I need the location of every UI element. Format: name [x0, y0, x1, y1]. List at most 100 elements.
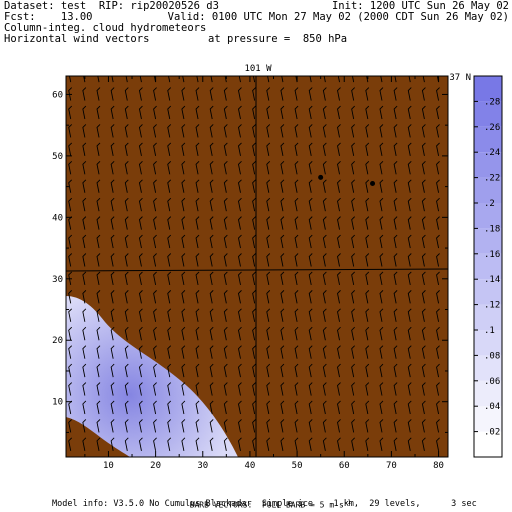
wind-barb [393, 87, 398, 101]
wind-barb [138, 197, 143, 212]
wind-barb [252, 234, 256, 249]
wind-barb [238, 142, 242, 156]
wind-barb [379, 197, 384, 212]
wind-barb [266, 234, 271, 249]
wind-barb [421, 308, 426, 322]
wind-barb [379, 234, 384, 249]
wind-barb [238, 290, 242, 304]
wind-barb [167, 105, 172, 120]
wind-barb [421, 400, 426, 415]
wind-barb [195, 234, 200, 249]
wind-barb [238, 87, 242, 101]
wind-barb [337, 142, 341, 156]
wind-barb [393, 179, 398, 193]
wind-barb [110, 253, 115, 267]
x-tick-label: 70 [386, 461, 397, 471]
wind-barb [209, 290, 214, 304]
barb-legend: BARB VECTORS: FULL BARB = 5 m s-1 [180, 490, 351, 510]
wind-barb [266, 124, 271, 138]
wind-barb [294, 216, 299, 230]
wind-barb [407, 161, 412, 175]
wind-barb [266, 290, 271, 304]
wind-barb [167, 382, 172, 396]
wind-barb [82, 234, 87, 249]
y-tick-label: 60 [52, 90, 63, 100]
wind-barb [223, 419, 228, 433]
wind-barb [337, 234, 341, 249]
wind-barb [68, 197, 73, 212]
wind-barb [322, 326, 327, 341]
wind-barb [110, 179, 115, 193]
wind-barb [266, 197, 271, 212]
wind-barb [167, 419, 172, 433]
wind-barb [280, 400, 285, 415]
wind-barb [379, 326, 384, 341]
wind-barb [238, 161, 242, 175]
colorbar-swatch [474, 304, 502, 330]
wind-barb [421, 419, 426, 433]
colorbar-swatch [474, 380, 502, 407]
colorbar-swatch [474, 355, 502, 381]
wind-barb [96, 234, 101, 249]
wind-barb [82, 87, 87, 101]
wind-barb [96, 87, 101, 101]
wind-barb [294, 197, 299, 212]
wind-barb [252, 290, 256, 304]
wind-barb [407, 345, 412, 359]
colorbar-swatch [474, 76, 502, 102]
wind-barb [181, 437, 186, 451]
wind-barb [82, 161, 87, 175]
wind-barb [365, 124, 370, 138]
wind-barb [153, 326, 157, 341]
wind-barb [238, 271, 242, 286]
x-tick-label: 10 [103, 461, 114, 471]
x-tick-label: 80 [433, 461, 444, 471]
wind-barb [195, 105, 200, 120]
wind-barb [308, 308, 313, 322]
wind-barb [68, 437, 73, 451]
wind-barb [351, 161, 355, 175]
colorbar-frame [473, 75, 503, 458]
wind-barb [238, 76, 241, 83]
wind-barb [96, 290, 101, 304]
wind-barb [266, 216, 271, 230]
model-info: Model info: V3.5.0 No Cumulus Blackadar … [52, 499, 477, 509]
wind-barb [322, 87, 327, 101]
wind-barb [365, 179, 370, 193]
wind-barb [252, 216, 256, 230]
colorbar-tick-label: .28 [484, 97, 500, 107]
wind-barb [322, 234, 327, 249]
wind-barb [379, 161, 384, 175]
colorbar-swatch [474, 431, 502, 457]
wind-barb [96, 419, 101, 433]
wind-barb [351, 124, 355, 138]
wind-barb [68, 87, 73, 101]
wind-barb [252, 197, 256, 212]
wind-barb [82, 363, 87, 378]
wind-barb [167, 253, 172, 267]
dataset-label: Dataset: test RIP: rip20020526 d3 [4, 0, 219, 12]
wind-barb [96, 161, 101, 175]
meridian-label: 101 W [244, 64, 272, 74]
wind-barb [351, 87, 355, 101]
wind-barb [110, 105, 115, 120]
wind-barb [379, 142, 384, 156]
wind-barb [308, 124, 313, 138]
wind-barb [266, 271, 271, 286]
wind-barb [96, 326, 101, 341]
wind-barb [308, 437, 313, 451]
wind-barb [110, 161, 115, 175]
wind-barb [337, 105, 341, 120]
wind-barb [294, 290, 299, 304]
wind-barb [393, 197, 398, 212]
wind-barb [96, 345, 101, 359]
x-tick-label: 30 [197, 461, 208, 471]
wind-barb [407, 363, 412, 378]
wind-barb [351, 76, 355, 83]
wind-barb [209, 363, 214, 378]
wind-barb [181, 161, 186, 175]
colorbar-tick-label: .16 [484, 250, 500, 260]
wind-barb [167, 161, 172, 175]
wind-barb [252, 124, 256, 138]
wind-barb [167, 197, 172, 212]
